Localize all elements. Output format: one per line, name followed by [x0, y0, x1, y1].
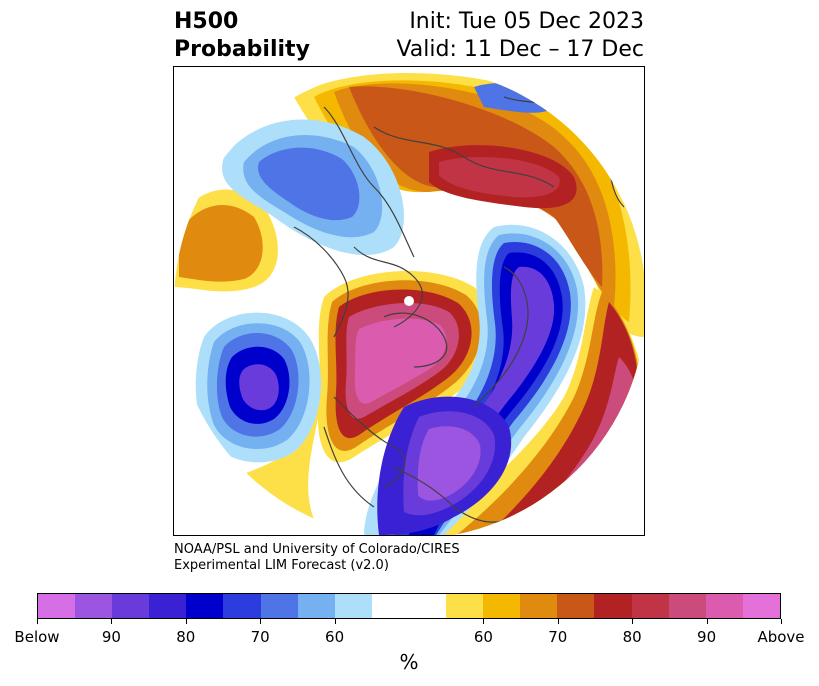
- colorbar-segment: [742, 594, 780, 618]
- coastlines: [293, 96, 625, 523]
- colorbar-tick-mark: [334, 619, 336, 624]
- pole-marker: [404, 296, 414, 306]
- polar-map-svg: [174, 67, 644, 535]
- colorbar-tick-mark: [483, 619, 485, 624]
- title-variable: H500: [174, 9, 239, 34]
- credit-line-2: Experimental LIM Forecast (v2.0): [174, 558, 389, 573]
- colorbar-segment: [38, 594, 76, 618]
- below-anomaly-west-pacific: [195, 312, 321, 463]
- init-date: Init: Tue 05 Dec 2023: [409, 9, 644, 34]
- below-anomaly-north-america: [377, 396, 512, 535]
- title-field: Probability: [174, 37, 310, 62]
- map-title: H500 Probability: [174, 8, 310, 64]
- colorbar-segment: [112, 594, 150, 618]
- colorbar-tick-label: 90: [697, 628, 717, 646]
- colorbar-segment: [297, 594, 335, 618]
- colorbar-segment: [75, 594, 113, 618]
- probability-map: [173, 66, 645, 536]
- colorbar-tick-label: 80: [622, 628, 642, 646]
- colorbar-units: %: [399, 650, 419, 674]
- colorbar-tick-label: 70: [548, 628, 568, 646]
- above-anomaly-pole: [317, 270, 493, 463]
- credit-line-1: NOAA/PSL and University of Colorado/CIRE…: [174, 542, 460, 557]
- colorbar-tick-mark: [37, 619, 38, 624]
- colorbar-tick-mark: [260, 619, 262, 624]
- colorbar-tick-mark: [781, 619, 782, 624]
- colorbar-tick-mark: [111, 619, 113, 624]
- colorbar-segment: [260, 594, 298, 618]
- colorbar-tick-label: 60: [325, 628, 345, 646]
- colorbar-segment: [483, 594, 521, 618]
- colorbar: [37, 593, 781, 619]
- colorbar-tick-label: 90: [101, 628, 121, 646]
- colorbar-segment: [371, 594, 409, 618]
- colorbar-segment: [186, 594, 224, 618]
- colorbar-segment: [631, 594, 669, 618]
- colorbar-segment: [446, 594, 484, 618]
- colorbar-tick-mark: [632, 619, 634, 624]
- colorbar-segment: [557, 594, 595, 618]
- colorbar-segment: [668, 594, 706, 618]
- valid-range: Valid: 11 Dec – 17 Dec: [396, 37, 644, 62]
- colorbar-tick-label: 80: [176, 628, 196, 646]
- credit-text: NOAA/PSL and University of Colorado/CIRE…: [174, 542, 460, 574]
- colorbar-segment: [334, 594, 372, 618]
- colorbar-segment: [520, 594, 558, 618]
- colorbar-tick-mark: [557, 619, 559, 624]
- colorbar-segment: [408, 594, 447, 618]
- colorbar-tick-mark: [706, 619, 708, 624]
- forecast-dates: Init: Tue 05 Dec 2023 Valid: 11 Dec – 17…: [396, 8, 644, 64]
- colorbar-segment: [223, 594, 261, 618]
- colorbar-tick-label: Above: [757, 628, 805, 646]
- colorbar-tick-label: 70: [250, 628, 270, 646]
- colorbar-tick-mark: [185, 619, 187, 624]
- colorbar-tick-label: 60: [473, 628, 493, 646]
- colorbar-segment: [705, 594, 743, 618]
- colorbar-segment: [149, 594, 187, 618]
- colorbar-segment: [594, 594, 632, 618]
- colorbar-tick-label: Below: [14, 628, 60, 646]
- below-anomaly-northwest: [222, 119, 404, 256]
